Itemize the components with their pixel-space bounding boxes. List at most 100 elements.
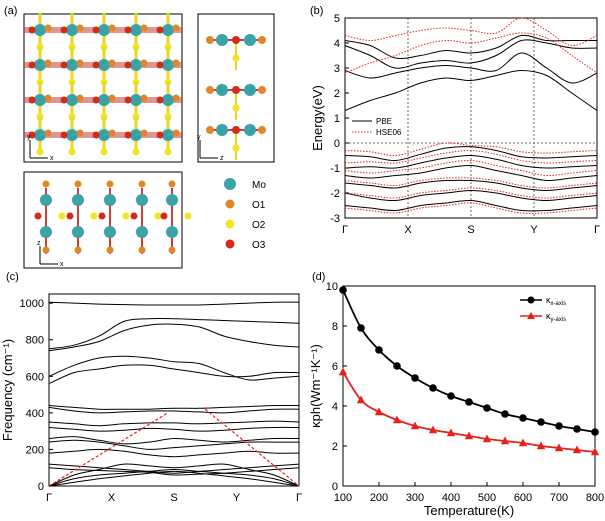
- band-ytick-label: 1: [334, 113, 340, 125]
- o2-atom: [232, 144, 240, 152]
- kappa-xlabel: Temperature(K): [424, 503, 514, 518]
- mo-atom: [40, 226, 52, 238]
- o3-atom: [156, 96, 164, 104]
- thermal-conductivity-chart: 100 200 300 400 500 600 700 800 0 2 4 6 8 10 Temperat…: [308, 281, 604, 518]
- mo-atom: [98, 24, 110, 36]
- phonon-branch: [48, 406, 300, 414]
- mo-atom: [66, 59, 78, 71]
- band-ytick-label: -1: [330, 163, 340, 175]
- kappa-ytick-label: 8: [332, 321, 338, 333]
- band-ytick-label: 0: [334, 138, 340, 150]
- kappa-point: [356, 395, 366, 404]
- o2-atom: [36, 78, 44, 86]
- o2-atom: [36, 148, 44, 156]
- kappa-ytick-label: 4: [332, 401, 338, 413]
- o3-atom: [232, 36, 240, 44]
- o2-atom: [132, 43, 140, 51]
- axis-indicator-yx: y x: [27, 134, 54, 162]
- o3-atom: [28, 96, 36, 104]
- band-ytick-label: -2: [330, 188, 340, 200]
- o2-atom: [154, 212, 162, 220]
- o3-atom: [232, 86, 240, 94]
- o2-atom: [164, 148, 172, 156]
- phonon-branch: [48, 426, 300, 432]
- o3-atom: [160, 212, 168, 220]
- o3-atom: [156, 131, 164, 139]
- phonon-ytick-label: 800: [26, 335, 44, 347]
- mo-atom: [136, 194, 148, 206]
- o1-atom: [108, 59, 116, 67]
- o2-atom: [90, 212, 98, 220]
- o2-atom: [68, 78, 76, 86]
- axis-y-label-2: y: [197, 134, 201, 141]
- kappa-point: [410, 421, 420, 430]
- o1-atom: [44, 94, 52, 102]
- mo-atom: [34, 59, 46, 71]
- legend-o2-swatch: [225, 219, 235, 229]
- kappa-point: [572, 445, 582, 454]
- o3-atom: [124, 26, 132, 34]
- phonon-branch: [48, 463, 300, 474]
- panel-b-label: (b): [310, 5, 323, 17]
- phonon-branch: [48, 404, 300, 410]
- o3-atom: [130, 212, 138, 220]
- o3-atom: [60, 26, 68, 34]
- legend-mo-swatch: [224, 178, 236, 190]
- o1-atom: [42, 246, 50, 254]
- mo-atom: [162, 94, 174, 106]
- panel-d-label: (d): [312, 271, 325, 283]
- phonon-ytick-label: 1000: [20, 298, 44, 310]
- kappa-point: [591, 428, 599, 436]
- phonon-ytick-label: 200: [26, 444, 44, 456]
- phonon-branch: [48, 364, 300, 385]
- legend-ky-sub: y-axis: [551, 317, 567, 323]
- o3-atom: [66, 212, 74, 220]
- kappa-legend: κx-axis κy-axis: [520, 295, 566, 323]
- band-structure-chart: -3 -2 -1 0 1 2 3 4 5 Γ X S Y Γ Energy(eV) PBE HSE06: [310, 13, 600, 236]
- o3-atom: [92, 61, 100, 69]
- legend-ky-base: κ: [546, 311, 551, 321]
- mo-atom: [162, 24, 174, 36]
- mo-atom: [66, 129, 78, 141]
- o2-atom: [232, 54, 240, 62]
- kappa-point: [518, 438, 528, 447]
- o1-atom: [172, 24, 180, 32]
- mo-atom: [216, 84, 228, 96]
- band-line-pbe: [344, 146, 598, 162]
- band-line-hse06: [344, 17, 598, 47]
- phonon-branch: [48, 439, 299, 450]
- o3-atom: [124, 61, 132, 69]
- o2-atom: [164, 78, 172, 86]
- band-line-pbe: [344, 39, 598, 69]
- kappa-xtick-label: 800: [586, 492, 604, 504]
- mo-atom: [130, 129, 142, 141]
- acoustic-guide-line: [48, 412, 169, 487]
- kappa-point: [483, 404, 491, 412]
- kappa-point: [573, 425, 581, 433]
- kappa-point: [338, 367, 348, 376]
- kappa-point: [500, 436, 510, 445]
- legend-kx-sub: x-axis: [551, 301, 567, 307]
- band-kpoint-label: Γ: [342, 224, 348, 236]
- kappa-point: [537, 418, 545, 426]
- mo-atom: [34, 129, 46, 141]
- o3-atom: [34, 212, 42, 220]
- phonon-branch: [48, 355, 300, 381]
- axis-x-label: x: [50, 155, 54, 162]
- kappa-point: [501, 410, 509, 418]
- o3-atom: [92, 26, 100, 34]
- phonon-branch: [48, 468, 300, 487]
- phonon-plot-frame: [48, 293, 300, 487]
- band-ytick-label: 4: [334, 38, 340, 50]
- o3-atom: [124, 96, 132, 104]
- mo-atom: [130, 94, 142, 106]
- mo-atom: [98, 129, 110, 141]
- o2-atom: [68, 113, 76, 121]
- phonon-kpoint-label: Γ: [46, 492, 52, 504]
- o3-atom: [28, 26, 36, 34]
- band-line-pbe: [344, 69, 598, 111]
- mo-atom: [72, 226, 84, 238]
- kappa-point: [555, 422, 563, 430]
- o1-atom: [206, 86, 214, 94]
- o1-atom: [76, 59, 84, 67]
